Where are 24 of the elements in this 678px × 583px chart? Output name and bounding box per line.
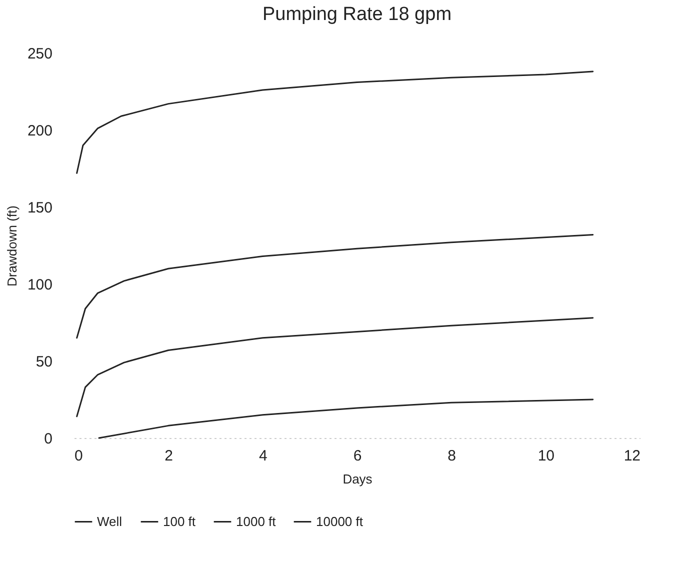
x-tick-label: 10 [538, 448, 555, 464]
x-tick-label: 12 [624, 448, 640, 464]
y-tick-label: 200 [27, 122, 52, 140]
line-series [76, 70, 594, 174]
line-series [76, 234, 594, 339]
x-tick-label: 6 [353, 448, 362, 464]
y-tick-label: 250 [27, 46, 52, 62]
legend-label: Well [97, 514, 122, 529]
x-tick-label: 4 [258, 448, 268, 464]
y-tick-label: 50 [36, 354, 52, 370]
legend-label: 10000 ft [316, 514, 364, 529]
chart-title: Pumping Rate 18 gpm [262, 4, 452, 25]
y-tick-label: 100 [27, 276, 52, 294]
x-tick-label: 0 [74, 448, 83, 464]
x-tick-label: 2 [164, 448, 174, 464]
y-axis-title: Drawdown (ft) [4, 206, 20, 286]
x-axis-title: Days [342, 472, 373, 486]
line-series [98, 398, 594, 439]
line-series [76, 317, 594, 418]
y-tick-label: 0 [44, 430, 52, 448]
y-tick-label: 150 [27, 200, 52, 216]
legend-label: 1000 ft [236, 514, 276, 529]
legend-label: 100 ft [163, 514, 196, 529]
x-tick-label: 8 [448, 448, 456, 464]
